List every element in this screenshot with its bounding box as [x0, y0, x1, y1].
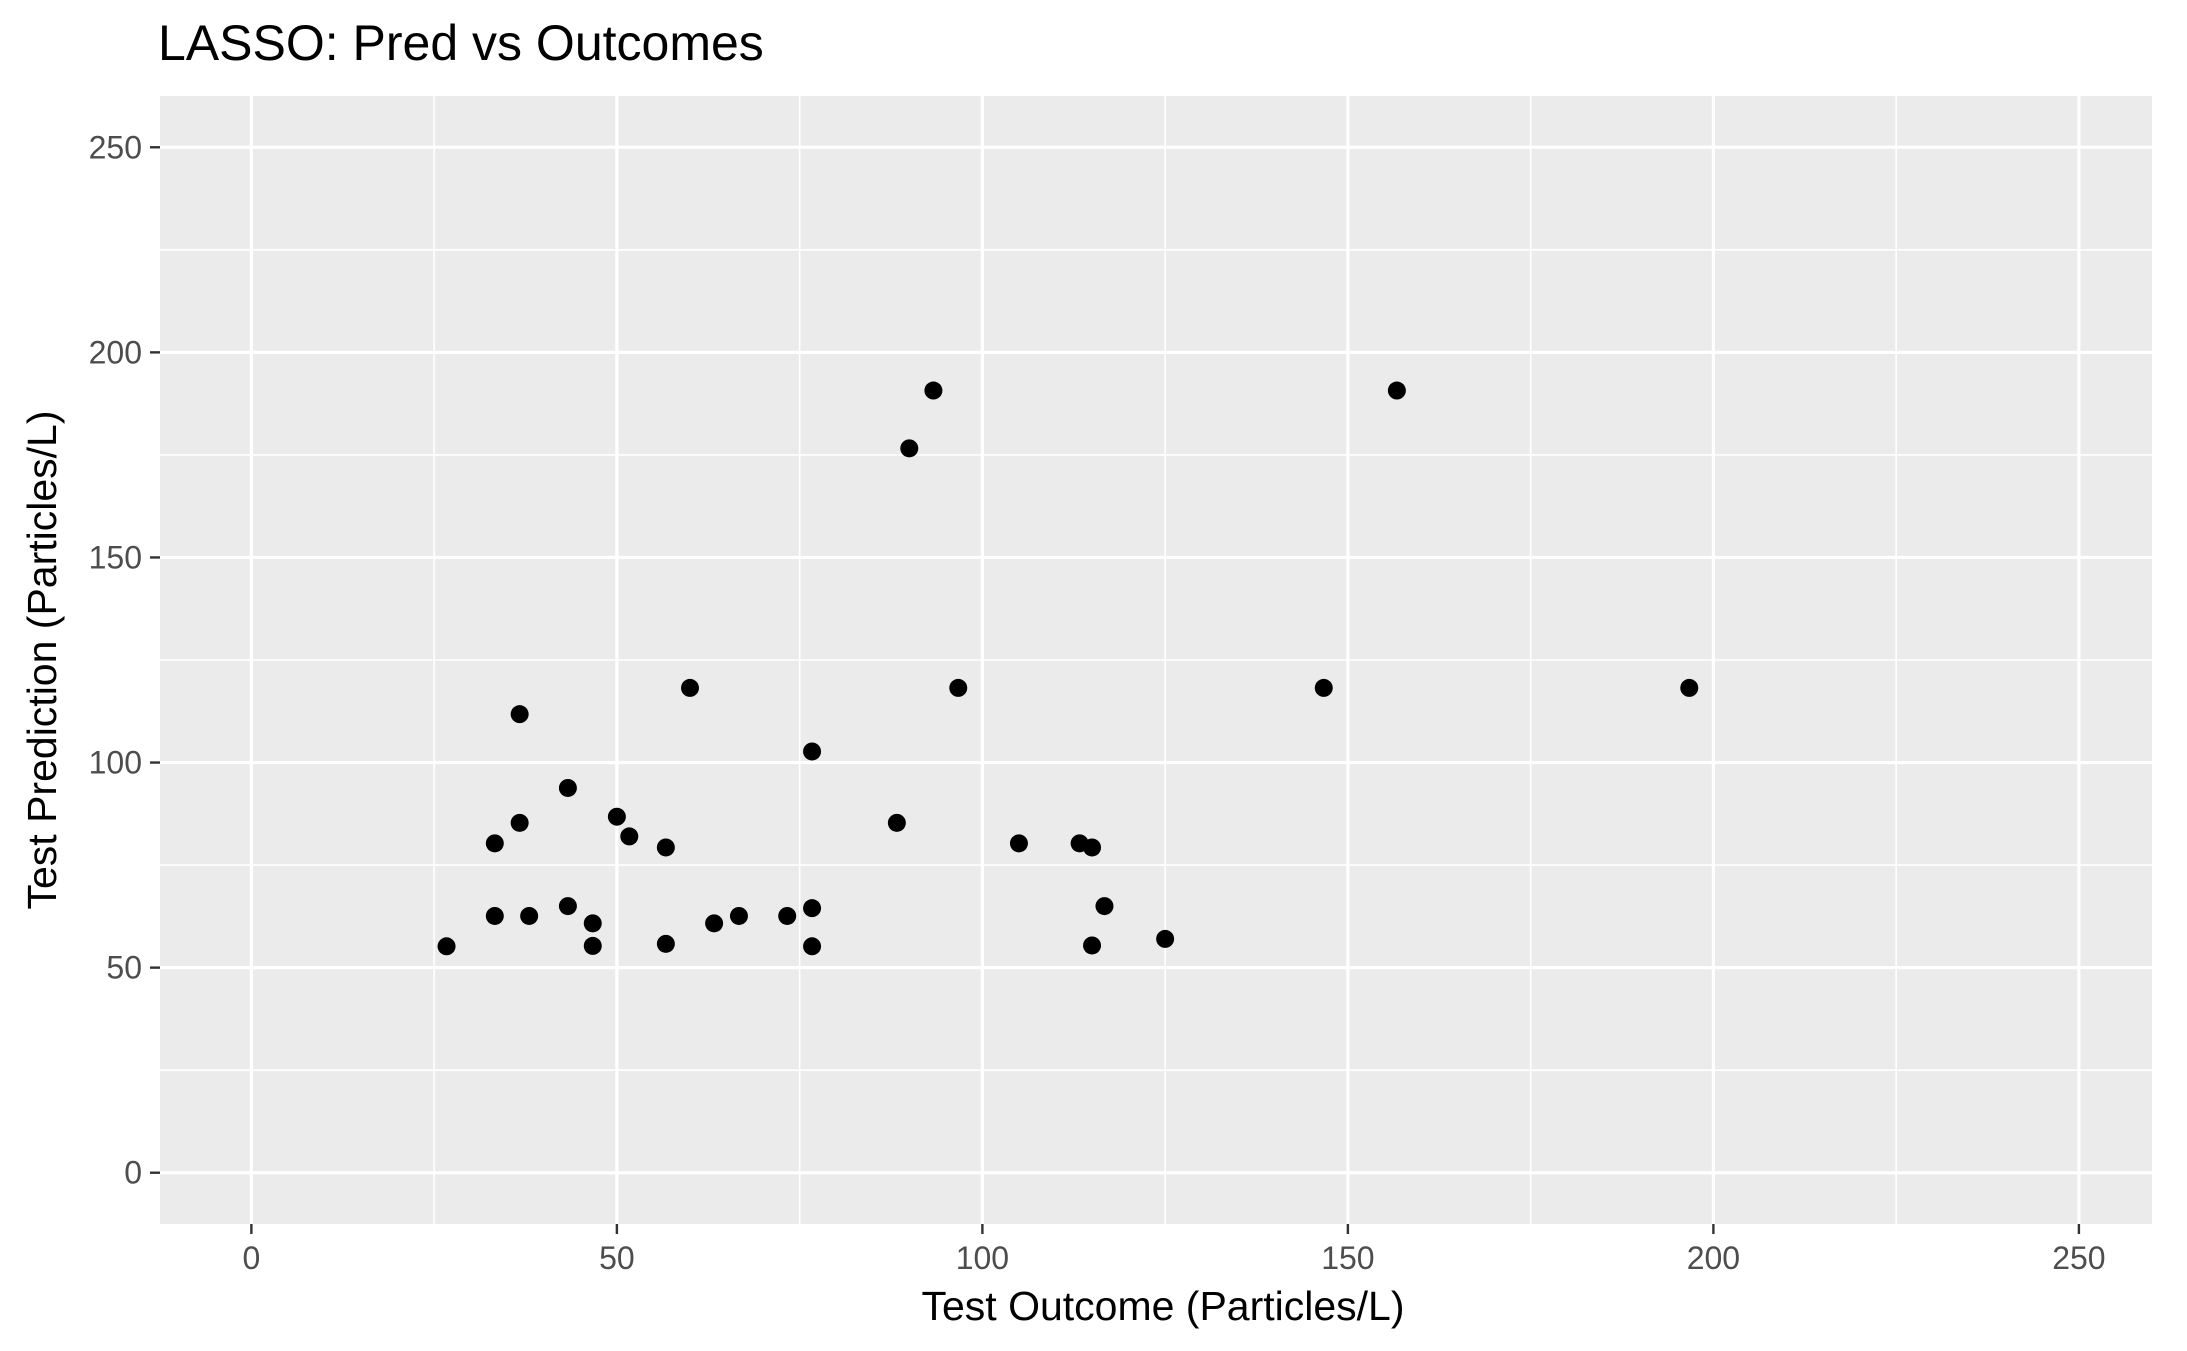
data-point — [778, 906, 797, 925]
y-tick-label: 0 — [124, 1155, 142, 1191]
data-point — [510, 705, 529, 724]
data-point — [1095, 897, 1114, 916]
data-point — [900, 439, 919, 458]
data-point — [803, 899, 822, 918]
x-tick-label: 0 — [242, 1240, 260, 1276]
data-point — [620, 827, 639, 846]
data-point — [803, 937, 822, 956]
y-tick-label: 50 — [106, 950, 142, 986]
y-axis-title: Test Prediction (Particles/L) — [19, 410, 65, 909]
data-point — [485, 834, 504, 853]
data-point — [558, 897, 577, 916]
data-point — [1009, 834, 1028, 853]
data-point — [1156, 929, 1175, 948]
data-point — [607, 807, 626, 826]
data-point — [1083, 936, 1102, 955]
data-point — [680, 678, 699, 697]
x-tick-label: 100 — [956, 1240, 1009, 1276]
minor-gridlines — [160, 96, 2152, 1224]
data-point — [583, 914, 602, 933]
data-point — [1680, 678, 1699, 697]
chart-title: LASSO: Pred vs Outcomes — [158, 15, 764, 71]
data-points — [437, 381, 1699, 956]
data-point — [558, 778, 577, 797]
data-point — [1387, 381, 1406, 400]
data-point — [583, 936, 602, 955]
x-tick-label: 150 — [1321, 1240, 1374, 1276]
data-point — [656, 838, 675, 857]
data-point — [1083, 838, 1102, 857]
x-axis-title: Test Outcome (Particles/L) — [921, 1283, 1404, 1329]
x-axis: 0 50 100 150 200 250 — [242, 1224, 2106, 1276]
y-tick-label: 150 — [89, 539, 142, 575]
y-tick-label: 200 — [89, 334, 142, 370]
data-point — [1314, 678, 1333, 697]
data-point — [803, 742, 822, 761]
data-point — [705, 914, 724, 933]
data-point — [437, 937, 456, 956]
data-point — [656, 934, 675, 953]
major-gridlines — [160, 96, 2152, 1224]
data-point — [510, 813, 529, 832]
y-tick-label: 250 — [89, 129, 142, 165]
data-point — [949, 678, 968, 697]
y-tick-label: 100 — [89, 745, 142, 781]
x-tick-label: 50 — [599, 1240, 635, 1276]
data-point — [887, 813, 906, 832]
x-tick-label: 200 — [1687, 1240, 1740, 1276]
data-point — [924, 381, 943, 400]
y-axis: 0 50 100 150 200 250 — [89, 129, 160, 1191]
data-point — [520, 906, 539, 925]
data-point — [485, 906, 504, 925]
data-point — [729, 906, 748, 925]
x-tick-label: 250 — [2052, 1240, 2105, 1276]
